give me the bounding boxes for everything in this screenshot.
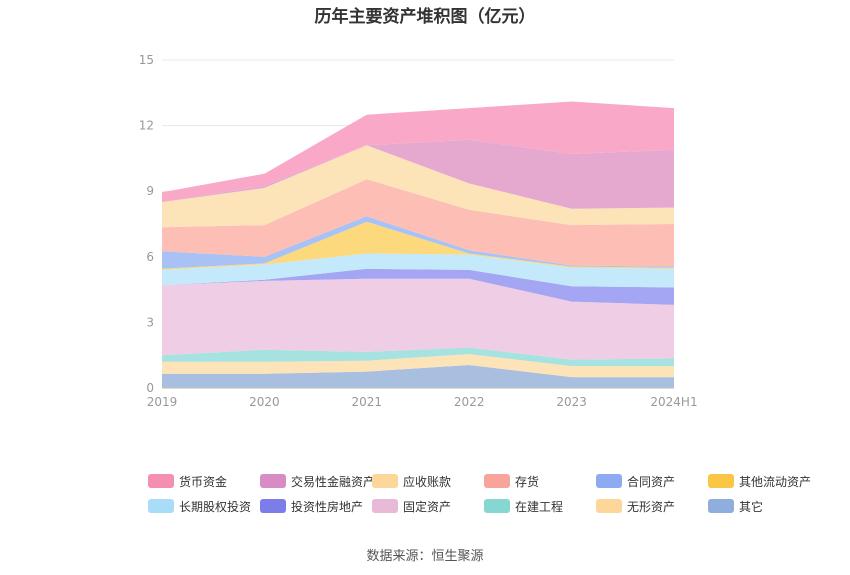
area-series-1 <box>162 354 674 378</box>
legend-label: 在建工程 <box>515 499 563 514</box>
legend-item: 投资性房地产 <box>260 499 363 514</box>
area-series-10 <box>162 139 674 209</box>
legend-swatch <box>260 474 286 488</box>
chart-title: 历年主要资产堆积图（亿元） <box>315 6 536 27</box>
x-tick-label: 2019 <box>147 395 178 409</box>
y-tick-label: 6 <box>146 250 154 264</box>
legend-label: 投资性房地产 <box>291 499 363 514</box>
legend-label: 交易性金融资产 <box>291 474 375 489</box>
legend-item: 无形资产 <box>596 499 675 514</box>
legend-swatch <box>260 499 286 513</box>
legend-swatch <box>372 474 398 488</box>
area-series-5 <box>162 253 674 288</box>
legend-item: 其它 <box>708 499 763 514</box>
legend-item: 交易性金融资产 <box>260 474 375 489</box>
y-tick-label: 9 <box>146 184 154 198</box>
area-series-7 <box>162 216 674 269</box>
legend-swatch <box>148 474 174 488</box>
legend-label: 固定资产 <box>403 499 451 514</box>
legend-item: 在建工程 <box>484 499 563 514</box>
axes: 0 3 6 9 12 15 2019 2020 2021 2022 2023 2024H1 <box>139 53 698 409</box>
legend-swatch <box>484 499 510 513</box>
x-tick-label: 2022 <box>454 395 485 409</box>
legend-label: 无形资产 <box>627 500 675 514</box>
legend-swatch <box>148 499 174 513</box>
legend-item: 长期股权投资 <box>148 499 251 514</box>
legend-item: 固定资产 <box>372 499 451 514</box>
y-tick-label: 12 <box>139 119 154 133</box>
legend-label: 长期股权投资 <box>179 499 251 514</box>
x-tick-label: 2020 <box>249 395 280 409</box>
legend-item: 货币资金 <box>148 474 227 489</box>
x-tick-label: 2023 <box>556 395 587 409</box>
legend-swatch <box>708 499 734 513</box>
legend-label: 货币资金 <box>179 474 227 489</box>
area-series-0 <box>162 365 674 388</box>
area-series-4 <box>162 268 674 305</box>
legend-swatch <box>708 474 734 488</box>
y-tick-label: 0 <box>146 381 154 395</box>
area-series-group <box>162 101 674 388</box>
legend-swatch <box>596 499 622 513</box>
legend-swatch <box>596 474 622 488</box>
area-series-8 <box>162 179 674 267</box>
area-series-2 <box>162 347 674 367</box>
legend-label: 其他流动资产 <box>739 475 811 489</box>
y-tick-label: 15 <box>139 53 154 67</box>
x-tick-label: 2024H1 <box>650 395 697 409</box>
x-tick-label: 2021 <box>352 395 383 409</box>
data-source: 数据来源：恒生聚源 <box>366 549 483 564</box>
area-series-11 <box>162 101 674 203</box>
legend-label: 应收账款 <box>403 474 451 489</box>
legend-label: 合同资产 <box>627 474 675 489</box>
legend-label: 存货 <box>515 474 539 489</box>
legend-swatch <box>372 499 398 513</box>
legend-item: 其他流动资产 <box>708 474 811 489</box>
area-series-3 <box>162 278 674 360</box>
legend-swatch <box>484 474 510 488</box>
legend-item: 存货 <box>484 474 539 489</box>
area-series-6 <box>162 221 674 270</box>
y-tick-label: 3 <box>146 315 154 329</box>
legend-item: 合同资产 <box>596 474 675 489</box>
legend-label: 其它 <box>739 499 763 514</box>
legend-item: 应收账款 <box>372 474 451 489</box>
area-series-9 <box>162 145 674 228</box>
